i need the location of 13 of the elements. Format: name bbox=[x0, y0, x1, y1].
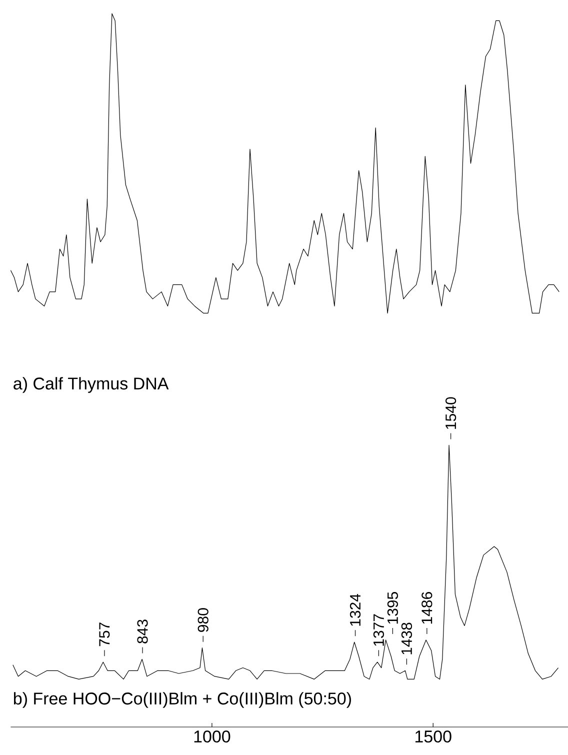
annotation: 1395 bbox=[387, 592, 398, 624]
annotation: 843 bbox=[137, 620, 148, 644]
annotation: b) Free HOO−Co(III)Blm + Co(III)Blm (50:50) bbox=[14, 692, 351, 708]
annotation: 1540 bbox=[445, 397, 456, 429]
annotation: 1486 bbox=[422, 592, 432, 624]
x-tick-label: 1000 bbox=[194, 730, 230, 743]
annotation: 980 bbox=[198, 608, 208, 632]
x-tick-label: 1500 bbox=[415, 730, 452, 743]
annotation: 1324 bbox=[350, 594, 361, 626]
annotation: a) Calf Thymus DNA bbox=[14, 377, 169, 393]
annotation: 1438 bbox=[401, 622, 412, 654]
annotation: 1377 bbox=[373, 614, 384, 646]
annotation: 757 bbox=[99, 622, 110, 646]
